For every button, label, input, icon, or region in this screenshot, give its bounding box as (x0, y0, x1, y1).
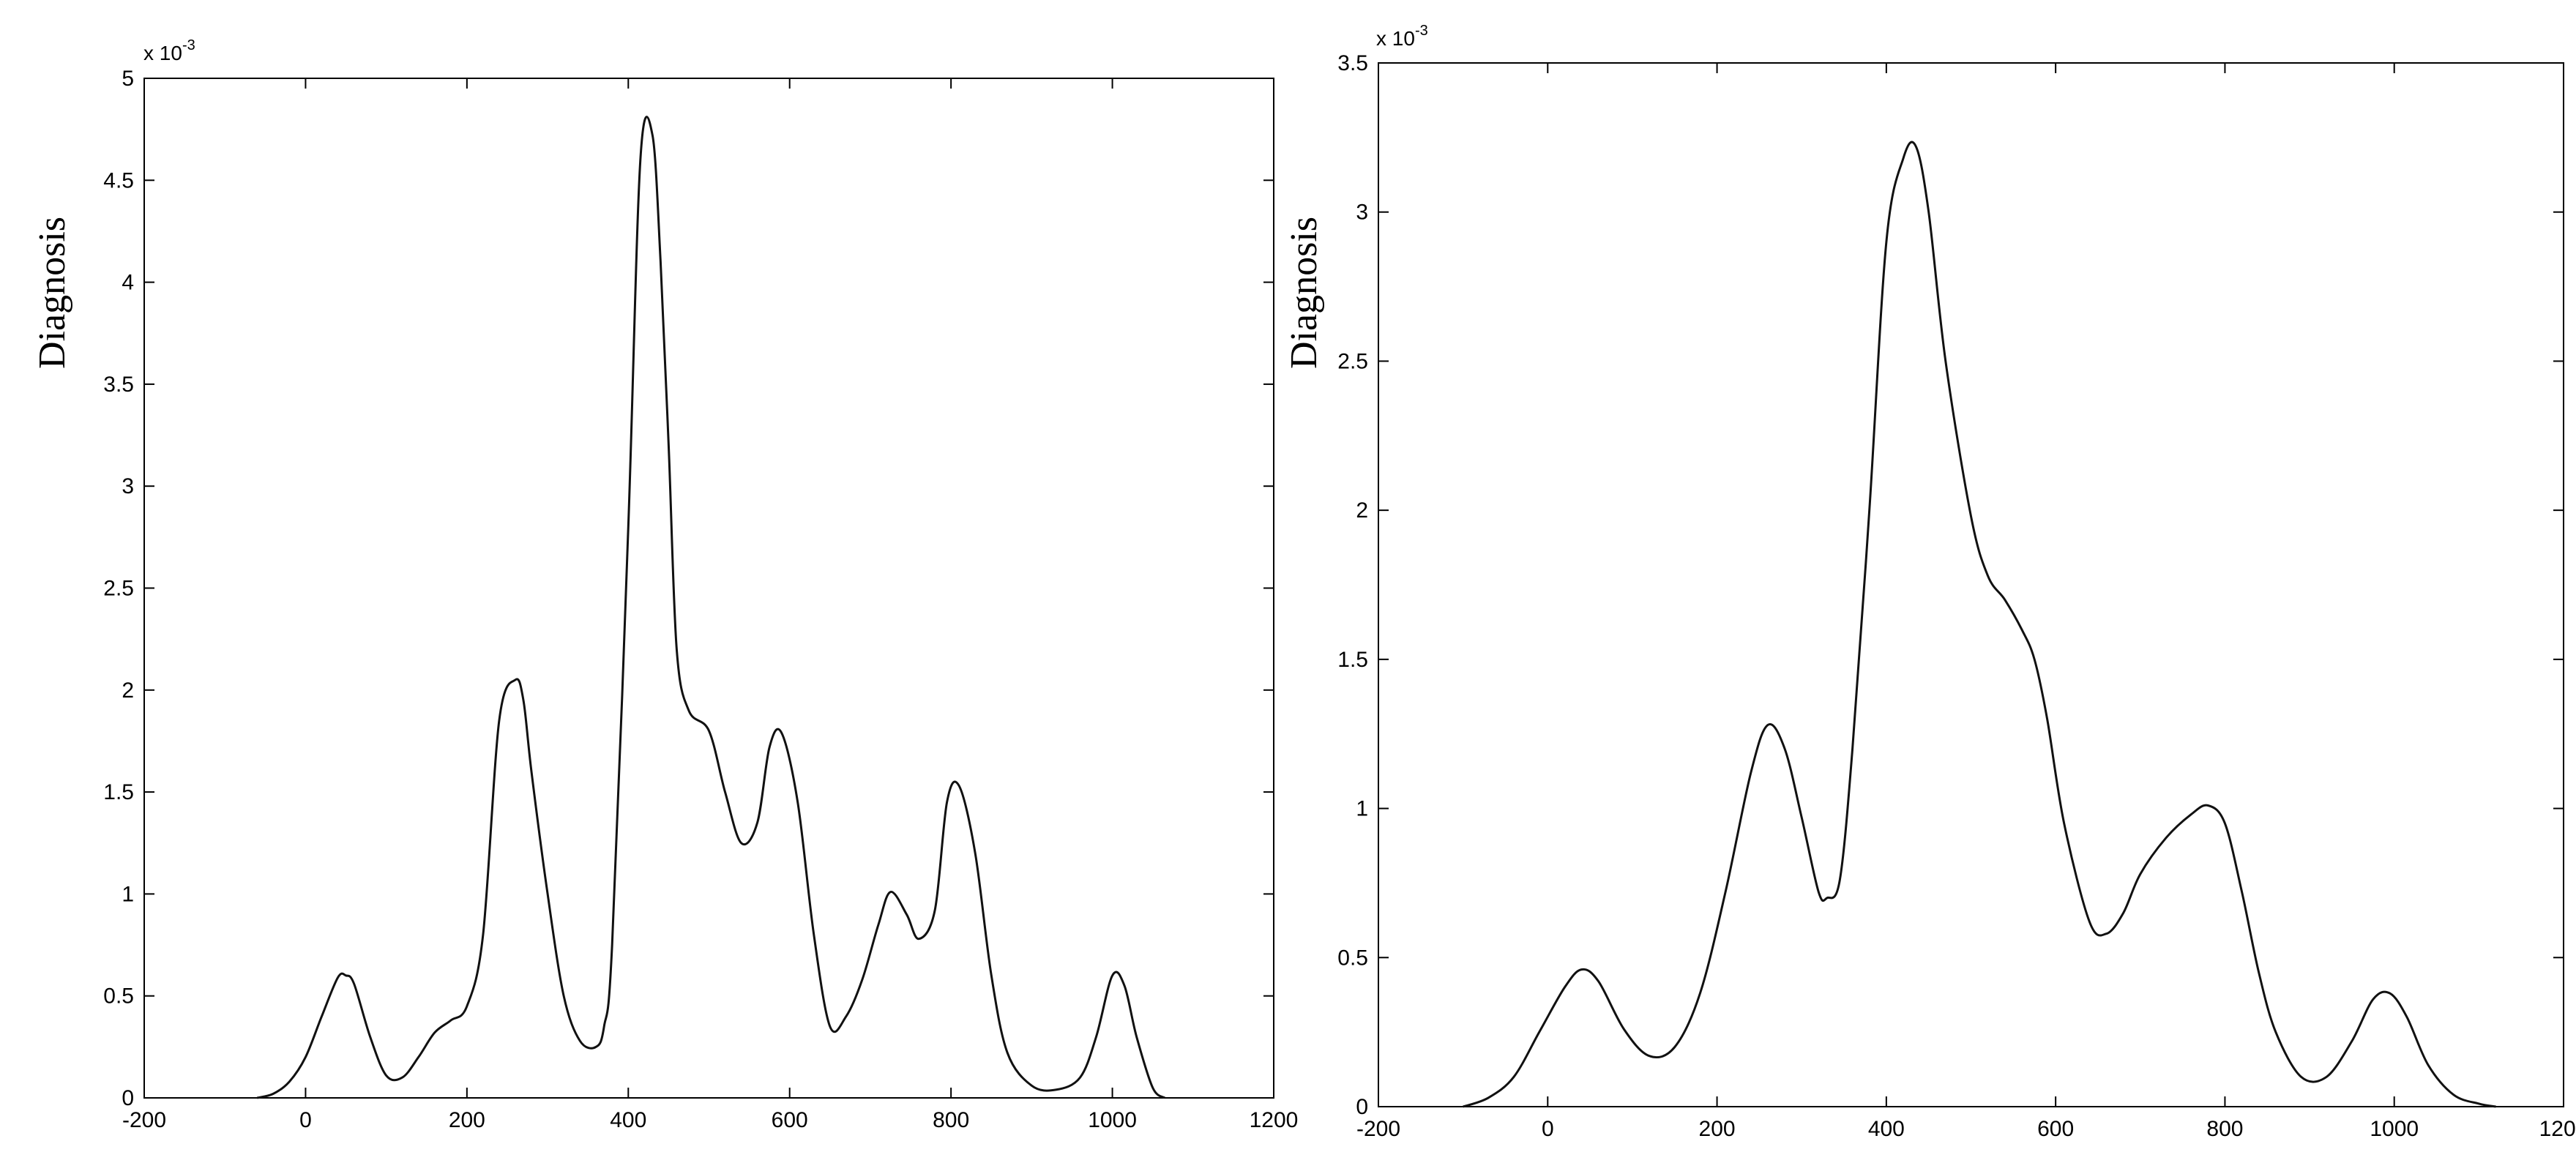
right-chart-y-tick-label: 3.5 (1337, 51, 1368, 75)
left-chart-y-tick-label: 3 (122, 474, 134, 498)
right-chart-y-tick-label: 0.5 (1337, 946, 1368, 970)
left-chart-y-tick-label: 0 (122, 1086, 134, 1110)
left-chart-x-tick-label: 0 (299, 1108, 312, 1132)
left-chart-y-tick-label: 4.5 (103, 168, 134, 192)
right-chart-x-tick-label: 0 (1542, 1117, 1554, 1141)
left-chart-y-tick-label: 1.5 (103, 780, 134, 804)
left-chart-y-tick-label: 5 (122, 67, 134, 91)
left-chart-y-tick-label: 2 (122, 678, 134, 703)
right-chart-x-tick-label: 800 (2206, 1117, 2243, 1141)
left-chart-x-tick-label: 400 (610, 1108, 646, 1132)
left-chart-x-tick-label: -200 (122, 1108, 166, 1132)
right-chart-x-tick-label: 400 (1868, 1117, 1905, 1141)
left-chart-x-tick-label: 1000 (1088, 1108, 1137, 1132)
right-chart-x-tick-label: -200 (1356, 1117, 1400, 1141)
right-chart-frame (1378, 62, 2564, 1107)
left-chart-y-tick-label: 2.5 (103, 577, 134, 601)
right-chart-x-tick-label: 200 (1699, 1117, 1736, 1141)
right-chart-y-tick-label: 2 (1356, 498, 1368, 523)
right-chart-x-tick-label: 600 (2037, 1117, 2074, 1141)
right-chart-y-exponent-base: x 10 (1376, 27, 1415, 50)
left-chart-ylabel: Diagnosis (31, 217, 73, 369)
left-chart-series-line (256, 116, 1166, 1099)
right-chart-y-exponent: x 10-3 (1376, 23, 1428, 50)
right-chart-x-tick-label: 1200 (2539, 1117, 2576, 1141)
left-chart-y-tick-label: 3.5 (103, 373, 134, 397)
right-chart-y-tick-label: 1 (1356, 797, 1368, 821)
left-chart-x-tick-label: 1200 (1250, 1108, 1299, 1132)
right-chart-y-tick-label: 0 (1356, 1095, 1368, 1119)
right-chart-y-tick-label: 2.5 (1337, 349, 1368, 373)
right-chart-series-line (1463, 141, 2496, 1108)
left-chart-y-exponent-base: x 10 (143, 42, 182, 64)
right-chart-x-tick-label: 1000 (2370, 1117, 2419, 1141)
left-chart-x-tick-label: 600 (772, 1108, 808, 1132)
left-chart-y-tick-label: 1 (122, 882, 134, 906)
left-chart-x-tick-label: 800 (933, 1108, 969, 1132)
right-chart-y-tick-label: 1.5 (1337, 648, 1368, 672)
left-chart-panel: Diagnosis x 10-3 -200 0 200 400 600 800 1000 12… (31, 37, 1298, 1132)
right-chart-y-tick-label: 3 (1356, 201, 1368, 225)
left-chart-y-tick-label: 4 (122, 271, 134, 295)
left-chart-y-exponent: x 10-3 (143, 37, 195, 64)
right-chart-y-exponent-power: -3 (1415, 23, 1428, 39)
left-chart-x-tick-label: 200 (449, 1108, 485, 1132)
right-chart-panel: Diagnosis x 10-3 -200 0 200 400 600 800 1000 12… (1283, 23, 2576, 1141)
left-chart-y-tick-label: 0.5 (103, 984, 134, 1009)
left-chart-y-exponent-power: -3 (182, 37, 195, 53)
right-chart-ylabel: Diagnosis (1283, 217, 1325, 369)
